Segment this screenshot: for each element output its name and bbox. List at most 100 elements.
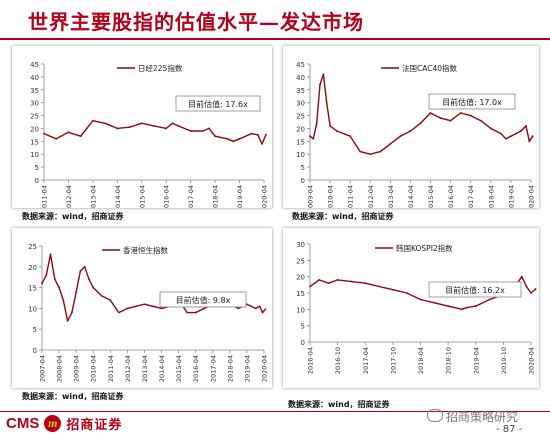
data-point xyxy=(520,130,522,132)
data-point xyxy=(92,286,95,289)
x-tick-label: 2017-10 xyxy=(389,347,397,374)
watermark-text: 招商策略研究 xyxy=(446,410,519,424)
y-tick-label: 20 xyxy=(30,125,39,133)
y-tick-label: 20 xyxy=(296,125,305,133)
y-tick-label: 40 xyxy=(296,74,305,82)
x-tick-label: 2007-04 xyxy=(39,355,47,382)
y-tick-label: 0 xyxy=(33,347,37,355)
data-point xyxy=(329,124,331,127)
annotation-box xyxy=(428,93,516,110)
y-tick-label: 10 xyxy=(296,306,305,314)
data-point xyxy=(186,311,189,314)
x-tick-label: 2010-04 xyxy=(327,185,335,208)
data-point xyxy=(58,286,60,289)
x-tick-label: 2013-04 xyxy=(89,185,97,208)
data-point xyxy=(364,282,367,285)
data-point xyxy=(41,282,43,285)
x-tick-label: 2008-04 xyxy=(56,355,64,382)
y-tick-label: 20 xyxy=(296,274,305,282)
x-tick-label: 2015-04 xyxy=(427,185,435,208)
data-point xyxy=(525,124,527,127)
data-point xyxy=(525,285,528,288)
x-tick-label: 2015-04 xyxy=(175,355,183,382)
data-point xyxy=(171,122,174,125)
y-tick-label: 5 xyxy=(33,326,37,334)
data-point xyxy=(459,112,462,114)
source-note-nikkei: 数据来源：wind，招商证券 xyxy=(22,212,124,221)
legend-label: 韩国KOSPI2指数 xyxy=(396,243,453,253)
y-tick-label: 25 xyxy=(296,113,305,121)
data-point xyxy=(325,101,328,104)
data-point xyxy=(49,253,52,256)
data-point xyxy=(237,307,240,310)
data-point xyxy=(203,307,206,310)
data-point xyxy=(62,299,65,301)
x-tick-label: 2009-04 xyxy=(307,185,315,208)
annotation-box xyxy=(175,95,261,112)
annotation-box xyxy=(428,281,522,298)
data-point xyxy=(336,279,339,281)
footer-divider xyxy=(0,411,550,412)
data-point xyxy=(70,311,73,314)
x-tick-label: 2018-04 xyxy=(212,185,220,208)
data-point xyxy=(409,130,412,132)
x-tick-label: 2012-04 xyxy=(65,185,73,208)
legend-label: 香港恒生指数 xyxy=(123,245,168,255)
page-number: - 87 - xyxy=(496,424,523,435)
data-point xyxy=(399,135,402,138)
chart-panel-nikkei: 0 5 10 15 20 25 30 35 40 45 2011-04 2012-04 2013-04 2… xyxy=(12,46,272,208)
y-tick-label: 10 xyxy=(30,151,39,159)
chart-panel-cac40: 0 5 10 15 20 25 30 35 40 45 2009-04 2010-04 2011-04 2… xyxy=(283,46,539,208)
data-point xyxy=(389,143,392,145)
data-point xyxy=(55,137,58,140)
y-tick-label: 30 xyxy=(296,241,305,249)
y-tick-label: 20 xyxy=(28,264,37,272)
wechat-icon xyxy=(427,409,443,422)
x-tick-label: 2016-04 xyxy=(163,185,171,208)
data-point xyxy=(246,303,248,306)
y-tick-label: 30 xyxy=(30,100,39,108)
series-line xyxy=(309,73,534,155)
data-point xyxy=(117,311,120,314)
logo-seal-icon: m xyxy=(44,415,62,432)
data-point xyxy=(214,135,217,138)
x-tick-label: 2014-04 xyxy=(407,185,415,208)
y-tick-label: 30 xyxy=(296,100,305,108)
x-tick-label: 2019-04 xyxy=(243,355,251,382)
data-point xyxy=(143,303,146,306)
data-point xyxy=(88,278,90,281)
data-point xyxy=(208,127,210,130)
data-point xyxy=(201,130,204,132)
data-point xyxy=(312,137,315,140)
x-tick-label: 2019-04 xyxy=(472,347,480,374)
data-point xyxy=(309,135,311,138)
series-line xyxy=(309,276,537,311)
source-note-cac40: 数据来源：wind，招商证券 xyxy=(292,212,394,221)
x-tick-label: 2020-04 xyxy=(528,185,536,208)
data-point xyxy=(349,135,352,138)
y-tick-label: 35 xyxy=(30,87,39,95)
x-tick-label: 2011-04 xyxy=(347,185,355,208)
data-point xyxy=(265,133,267,136)
data-point xyxy=(531,135,534,138)
data-point xyxy=(153,124,155,127)
chart-panel-kospi2: 0 5 10 15 20 25 30 2016-04 2016-10 2017-04 2017-10… xyxy=(283,228,539,388)
x-tick-label: 2010-04 xyxy=(90,355,98,382)
data-point xyxy=(104,122,107,125)
data-point xyxy=(135,305,137,308)
data-point xyxy=(359,150,362,153)
data-point xyxy=(256,133,259,136)
annotation-text: 目前估值: 9.8x xyxy=(176,295,231,305)
data-point xyxy=(264,308,267,311)
chart-panel-hang-seng: 0 5 10 15 20 25 2007-04 2008-04 2009-04 2010-04 20… xyxy=(12,228,272,388)
data-point xyxy=(79,270,82,272)
x-tick-label: 2017-04 xyxy=(467,185,475,208)
data-point xyxy=(479,119,482,122)
x-tick-label: 2017-04 xyxy=(362,347,370,374)
data-point xyxy=(160,307,163,310)
data-point xyxy=(66,319,69,322)
data-point xyxy=(319,83,321,86)
x-tick-label: 2012-04 xyxy=(124,355,132,382)
data-point xyxy=(100,295,103,297)
data-point xyxy=(419,298,422,301)
